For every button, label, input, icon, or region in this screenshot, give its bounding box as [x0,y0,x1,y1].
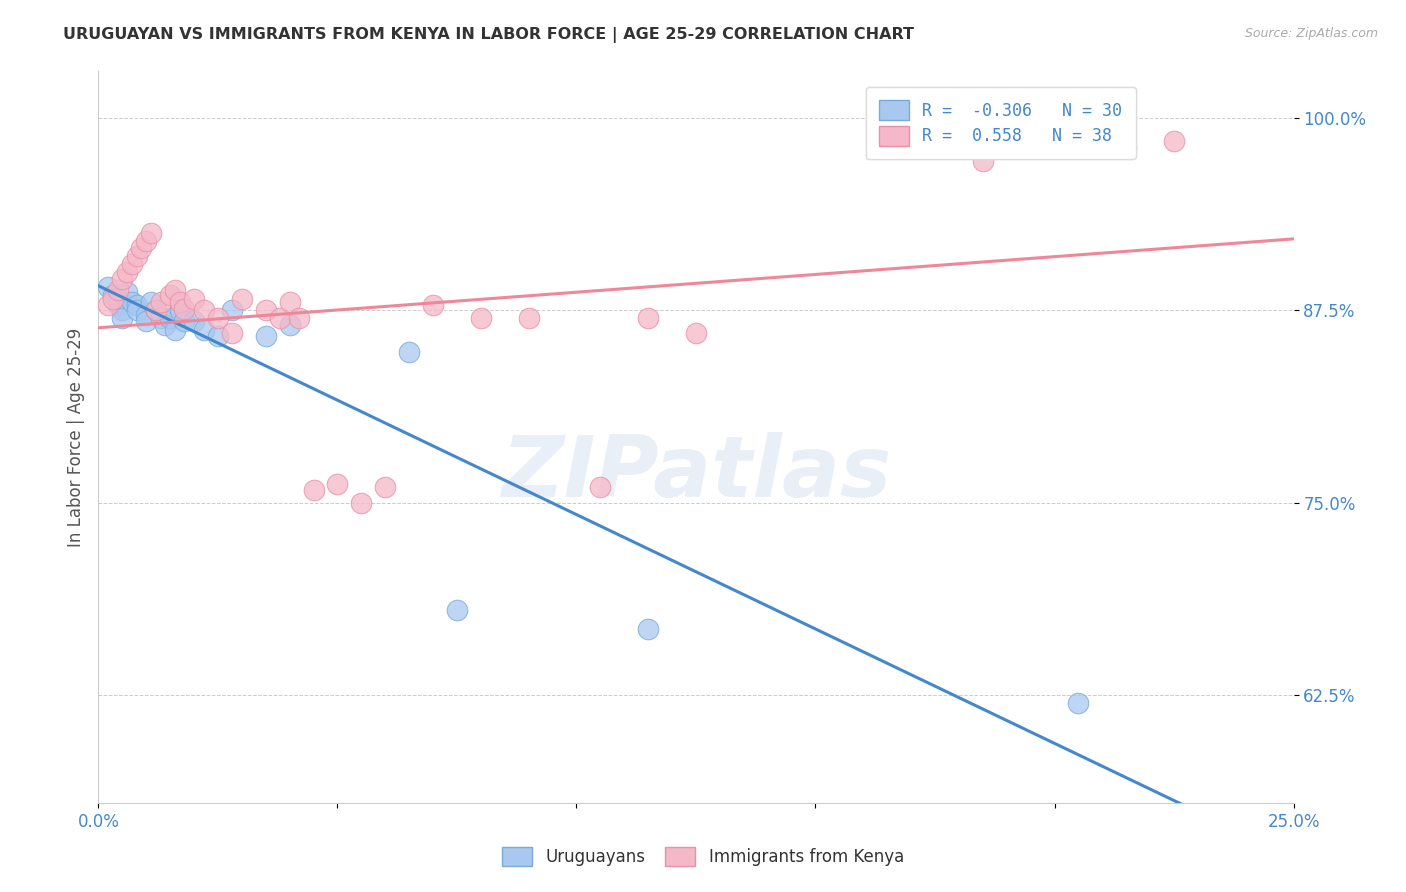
Point [111,310,134,325]
Point [169,295,191,310]
Point [97,280,120,294]
Point [107,292,129,306]
Point [972,153,994,168]
Point [207,310,229,325]
Point [97,298,120,312]
Point [1163,134,1185,148]
Point [163,283,186,297]
Text: ZIPatlas: ZIPatlas [501,432,891,516]
Point [685,326,707,340]
Point [183,292,205,306]
Point [1115,141,1137,155]
Point [101,287,124,301]
Point [422,298,444,312]
Text: Source: ZipAtlas.com: Source: ZipAtlas.com [1244,27,1378,40]
Point [288,310,311,325]
Point [107,298,129,312]
Point [637,310,659,325]
Point [159,287,181,301]
Legend: Uruguayans, Immigrants from Kenya: Uruguayans, Immigrants from Kenya [494,838,912,875]
Point [278,295,301,310]
Text: URUGUAYAN VS IMMIGRANTS FROM KENYA IN LABOR FORCE | AGE 25-29 CORRELATION CHART: URUGUAYAN VS IMMIGRANTS FROM KENYA IN LA… [63,27,914,43]
Point [107,283,129,297]
Point [149,295,172,310]
Point [207,329,229,343]
Point [139,226,162,240]
Point [517,310,540,325]
Point [374,480,396,494]
Point [278,318,301,333]
Point [254,329,277,343]
Point [193,323,215,337]
Point [149,310,172,325]
Point [125,303,148,318]
Point [589,480,612,494]
Point [111,272,134,286]
Point [115,264,138,278]
Point [173,314,195,328]
Point [159,310,181,325]
Point [183,314,205,328]
Point [169,303,191,318]
Point [221,303,243,318]
Point [145,303,167,318]
Point [231,292,253,306]
Point [269,310,291,325]
Point [115,285,138,299]
Point [121,257,143,271]
Point [155,318,177,333]
Point [470,310,492,325]
Point [350,495,373,509]
Point [125,298,148,312]
Point [111,303,134,318]
Point [398,344,420,359]
Point [637,622,659,636]
Point [135,314,157,328]
Y-axis label: In Labor Force | Age 25-29: In Labor Force | Age 25-29 [66,327,84,547]
Point [135,308,157,322]
Point [163,323,186,337]
Point [131,242,153,256]
Point [1067,696,1090,710]
Point [221,326,243,340]
Point [135,234,157,248]
Point [254,303,277,318]
Legend: R =  -0.306   N = 30, R =  0.558   N = 38: R = -0.306 N = 30, R = 0.558 N = 38 [866,87,1136,159]
Point [145,303,167,318]
Point [302,483,325,498]
Point [193,303,215,318]
Point [121,295,143,310]
Point [101,292,124,306]
Point [446,603,468,617]
Point [125,249,148,263]
Point [173,301,195,316]
Point [326,477,349,491]
Point [139,295,162,310]
